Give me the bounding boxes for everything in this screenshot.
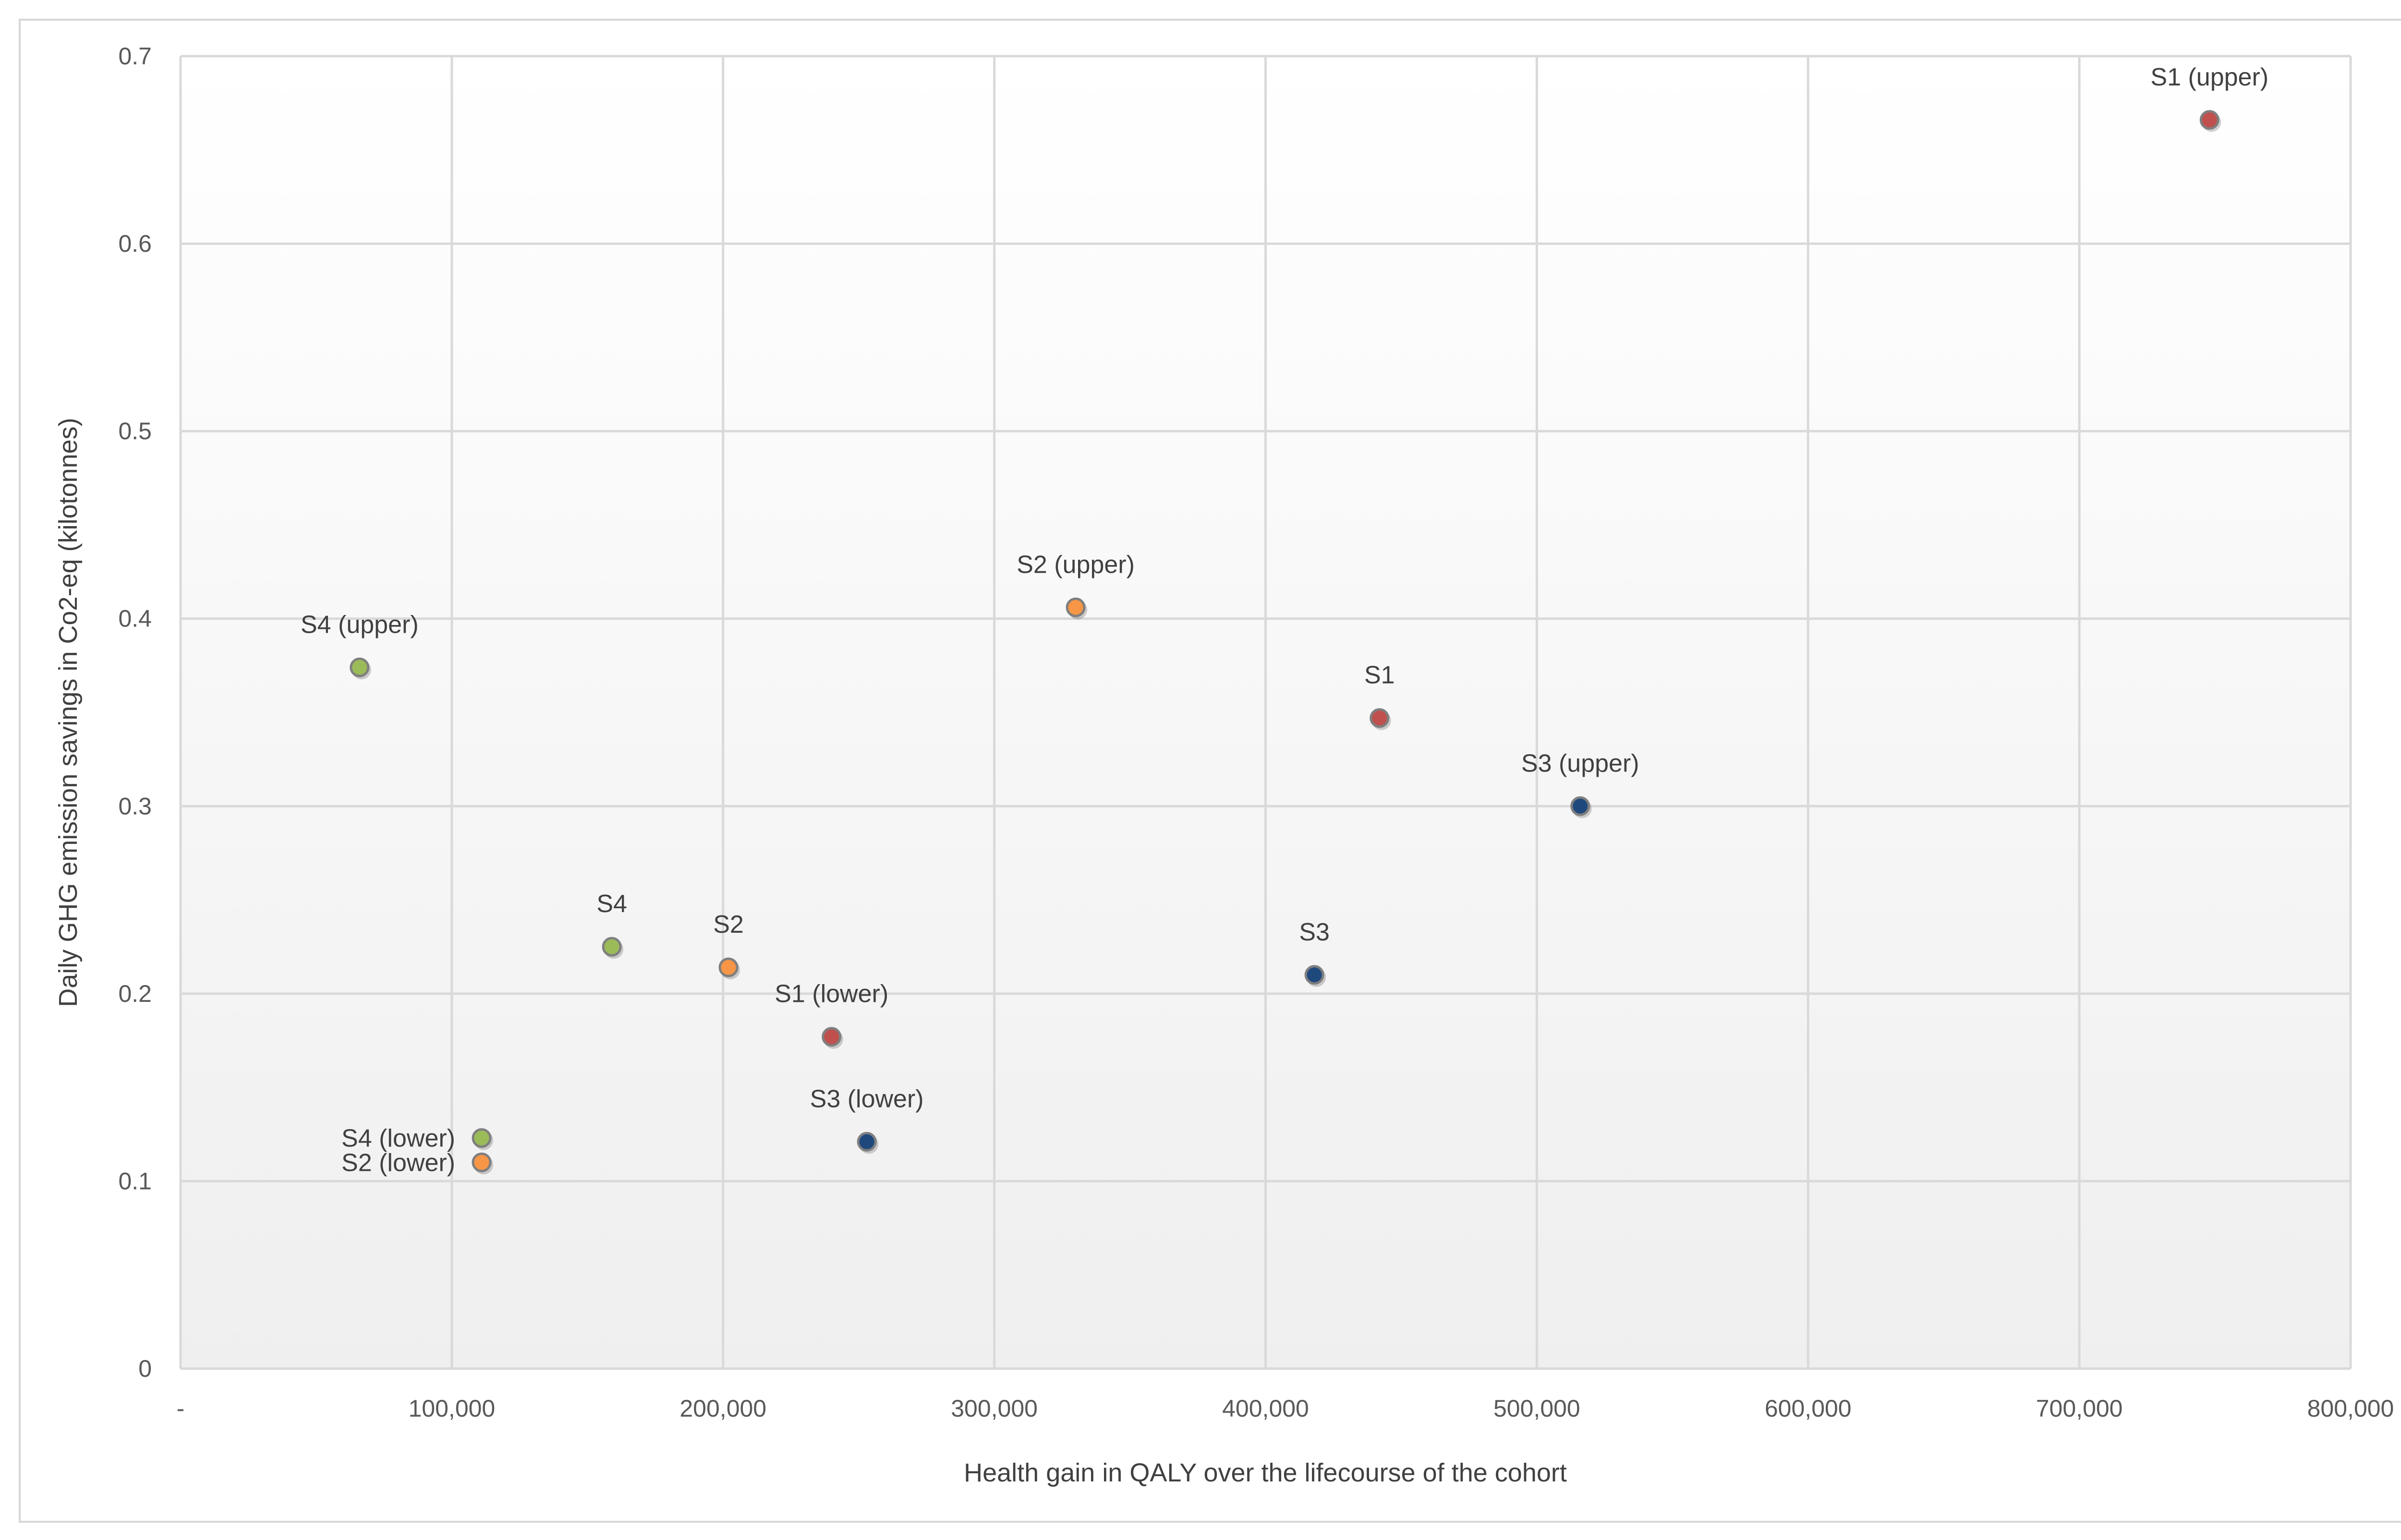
data-point: [1304, 965, 1324, 985]
y-axis-ticks: 0 0.1 0.2 0.3 0.4 0.5 0.6 0.7: [118, 43, 152, 1382]
y-tick-label: 0.5: [118, 418, 152, 445]
data-point: [1570, 796, 1590, 816]
data-point: [1370, 708, 1390, 728]
y-tick-label: 0: [138, 1355, 152, 1382]
y-tick-label: 0.1: [118, 1167, 152, 1194]
data-label: S4 (upper): [301, 611, 419, 638]
data-label: S3: [1299, 918, 1330, 946]
data-label: S4: [596, 890, 627, 918]
x-tick-label: 300,000: [951, 1395, 1038, 1422]
data-label: S3 (upper): [1521, 749, 1639, 777]
data-point: [472, 1152, 492, 1172]
data-label: S1 (lower): [775, 980, 888, 1008]
data-label: S1: [1364, 662, 1395, 689]
data-label: S2 (lower): [341, 1149, 455, 1177]
y-tick-label: 0.6: [118, 230, 152, 257]
data-point: [2199, 110, 2219, 130]
x-axis-ticks: - 100,000 200,000 300,000 400,000 500,000 600,…: [177, 1395, 2394, 1422]
x-tick-label: 800,000: [2307, 1395, 2394, 1422]
x-axis-title: Health gain in QALY over the lifecourse …: [964, 1458, 1567, 1487]
data-label: S1 (upper): [2150, 63, 2268, 91]
data-label: S3 (lower): [810, 1085, 924, 1113]
y-tick-label: 0.3: [118, 793, 152, 819]
data-point: [472, 1128, 492, 1148]
x-tick-label: 200,000: [679, 1395, 766, 1422]
data-point: [822, 1027, 842, 1047]
y-tick-label: 0.7: [118, 43, 152, 70]
data-label: S2: [713, 911, 744, 938]
data-label: S2 (upper): [1017, 551, 1135, 578]
data-point: [857, 1131, 877, 1152]
data-point: [1066, 597, 1086, 617]
data-point: [718, 957, 739, 977]
x-tick-label: -: [177, 1395, 185, 1422]
gridlines: [179, 55, 2352, 1370]
y-tick-label: 0.2: [118, 980, 152, 1007]
x-tick-label: 100,000: [409, 1395, 496, 1422]
x-tick-label: 700,000: [2036, 1395, 2123, 1422]
y-tick-label: 0.4: [118, 605, 152, 632]
data-point: [602, 937, 622, 957]
data-point: [350, 657, 370, 677]
point-labels: S1 (upper) S1 S1 (lower) S2 (upper) S2 S2 (lo…: [301, 63, 2268, 1177]
data-points: [350, 110, 2221, 1175]
x-tick-label: 500,000: [1493, 1395, 1580, 1422]
x-tick-label: 400,000: [1222, 1395, 1309, 1422]
y-axis-title: Daily GHG emission savings in Co2-eq (ki…: [54, 418, 83, 1007]
data-label: S4 (lower): [341, 1125, 455, 1153]
x-tick-label: 600,000: [1765, 1395, 1852, 1422]
